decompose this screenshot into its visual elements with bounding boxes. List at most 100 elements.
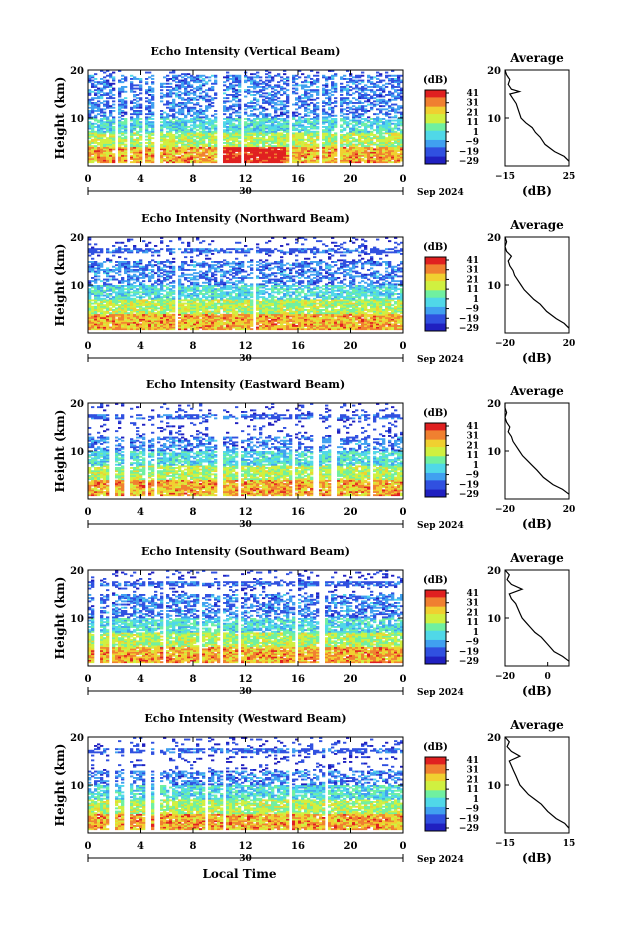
heatmap-cell [178, 122, 182, 125]
heatmap-cell [169, 150, 173, 152]
heatmap-cell [265, 95, 269, 98]
heatmap-cell [181, 143, 185, 146]
heatmap-cell [130, 84, 134, 87]
heatmap-cell [109, 126, 113, 128]
heatmap-cell [208, 95, 212, 98]
heatmap-cell [112, 161, 116, 164]
heatmap-cell [310, 130, 314, 133]
heatmap-cell [208, 151, 212, 154]
heatmap-cell [223, 129, 227, 132]
heatmap-cell [121, 106, 125, 109]
heatmap-cell [199, 111, 203, 114]
heatmap-cell [121, 285, 125, 287]
heatmap-cell [139, 113, 143, 116]
heatmap-cell [97, 161, 101, 164]
heatmap-cell [118, 130, 122, 133]
heatmap-cell [202, 143, 206, 146]
heatmap-cell [100, 158, 104, 160]
heatmap-cell [160, 280, 164, 283]
heatmap-cell [109, 259, 113, 262]
heatmap-cell [118, 246, 122, 249]
heatmap-cell [94, 110, 98, 112]
heatmap-cell [229, 135, 233, 138]
heatmap-cell [196, 154, 200, 157]
heatmap-cell [97, 248, 101, 251]
heatmap-cell [262, 122, 266, 125]
heatmap-cell [178, 79, 182, 82]
heatmap-cell [394, 86, 398, 88]
heatmap-cell [280, 122, 284, 125]
heatmap-cell [274, 134, 278, 136]
heatmap-cell [163, 269, 167, 271]
heatmap-cell [115, 261, 119, 263]
heatmap-cell [196, 148, 200, 151]
heatmap-cell [343, 78, 347, 80]
colorbar-tick-label: −29 [459, 157, 479, 167]
heatmap-cell [250, 153, 254, 156]
heatmap-cell [295, 74, 299, 77]
heatmap-cell [121, 124, 125, 127]
heatmap-cell [229, 116, 233, 119]
heatmap-cell [199, 97, 203, 100]
heatmap-cell [118, 273, 122, 276]
heatmap-cell [172, 137, 176, 140]
heatmap-cell [226, 153, 230, 156]
heatmap-cell [250, 159, 254, 162]
heatmap-cell [187, 148, 191, 151]
heatmap-cell [118, 140, 122, 143]
heatmap-cell [190, 114, 194, 117]
heatmap-cell [310, 94, 314, 96]
heatmap-cell [238, 98, 242, 101]
heatmap-cell [109, 76, 113, 79]
heatmap-cell [112, 142, 116, 144]
heatmap-cell [238, 81, 242, 84]
heatmap-cell [193, 90, 197, 93]
heatmap-cell [100, 248, 104, 251]
heatmap-cell [133, 289, 137, 292]
heatmap-cell [139, 126, 143, 128]
heatmap-cell [121, 161, 125, 164]
heatmap-cell [379, 73, 383, 76]
heatmap-cell [277, 108, 281, 111]
heatmap-cell [100, 132, 104, 135]
heatmap-cell [88, 76, 92, 79]
heatmap-cell [94, 142, 98, 144]
heatmap-cell [148, 106, 152, 109]
heatmap-cell [130, 156, 134, 159]
heatmap-cell [172, 121, 176, 124]
heatmap-cell [235, 158, 239, 160]
heatmap-cell [202, 161, 206, 164]
heatmap-cell [358, 79, 362, 82]
heatmap-cell [190, 158, 194, 160]
heatmap-cell [100, 82, 104, 85]
heatmap-cell [235, 137, 239, 140]
heatmap-cell [166, 130, 170, 133]
heatmap-cell [274, 142, 278, 144]
heatmap-cell [235, 134, 239, 136]
heatmap-cell [202, 129, 206, 132]
heatmap-cell [202, 78, 206, 80]
heatmap-cell [199, 116, 203, 119]
heatmap-cell [118, 100, 122, 103]
heatmap-cell [271, 156, 275, 159]
heatmap-cell [103, 124, 107, 127]
heatmap-cell [175, 76, 179, 79]
heatmap-cell [193, 127, 197, 130]
heatmap-cell [325, 76, 329, 79]
heatmap-cell [124, 127, 128, 130]
heatmap-cell [88, 90, 92, 93]
heatmap-cell [343, 146, 347, 149]
heatmap-cell [112, 156, 116, 159]
heatmap-cell [265, 97, 269, 100]
heatmap-cell [253, 124, 257, 127]
heatmap-cell [163, 150, 167, 152]
heatmap-cell [259, 161, 263, 164]
heatmap-cell [139, 277, 143, 279]
heatmap-cell [91, 246, 95, 249]
heatmap-cell [97, 137, 101, 140]
heatmap-cell [214, 130, 218, 133]
heatmap-cell [193, 134, 197, 136]
heatmap-cell [268, 151, 272, 154]
heatmap-cell [397, 89, 401, 92]
heatmap-cell [133, 78, 137, 80]
